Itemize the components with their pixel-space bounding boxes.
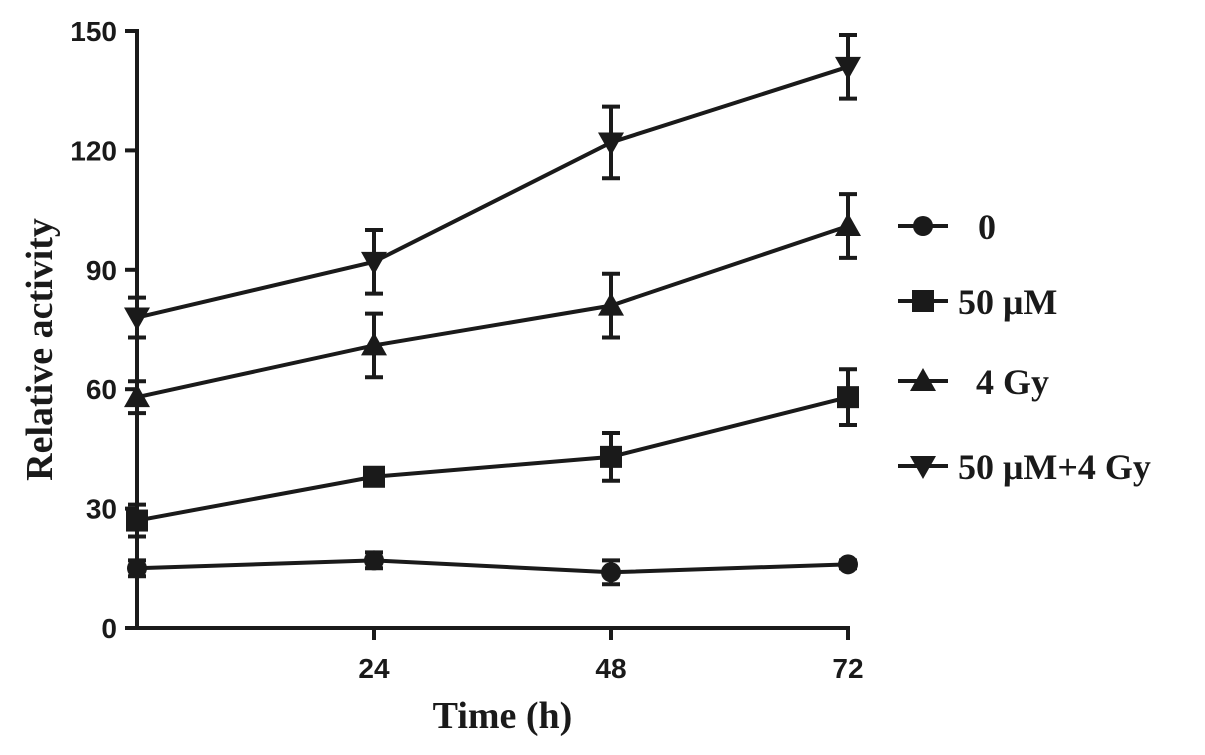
data-point: [364, 550, 384, 571]
x-tick-label: 72: [832, 653, 863, 684]
legend-marker: [910, 456, 936, 479]
x-tick-label: 24: [358, 653, 390, 684]
legend-marker: [910, 368, 936, 391]
y-tick-label: 60: [86, 374, 117, 405]
ticks: 0 30 60 90 120 150 24 48 72: [70, 16, 863, 684]
data-point: [361, 332, 387, 356]
data-point: [363, 465, 385, 488]
x-axis-title: Time (h): [433, 695, 573, 737]
series-line: [136, 224, 849, 400]
series-3: [124, 32, 861, 340]
data-point: [835, 56, 861, 80]
axes: [135, 29, 850, 630]
data-point: [598, 292, 624, 316]
legend-label: 4 Gy: [976, 362, 1049, 402]
data-point: [598, 132, 624, 156]
legend-marker: [913, 216, 933, 236]
series-0: [127, 550, 858, 587]
y-tick-label: 90: [86, 255, 117, 286]
series-line: [136, 395, 849, 523]
data-point: [127, 558, 147, 579]
legend: 0 50 μM 4 Gy 50 μM+4 Gy: [898, 207, 1151, 487]
data-point: [124, 307, 150, 331]
y-tick-label: 30: [86, 494, 117, 525]
series-1: [126, 367, 859, 539]
y-axis-title: Relative activity: [19, 218, 61, 481]
legend-entry-2: 4 Gy: [898, 362, 1049, 402]
y-tick-label: 120: [70, 135, 117, 166]
legend-label: 50 μM: [958, 282, 1057, 322]
legend-entry-1: 50 μM: [898, 282, 1057, 322]
legend-entry-3: 50 μM+4 Gy: [898, 447, 1151, 487]
series-line: [136, 64, 849, 320]
data-point: [601, 562, 621, 583]
series: [124, 32, 861, 587]
data-point: [126, 509, 148, 532]
legend-label: 0: [978, 207, 996, 247]
legend-label: 50 μM+4 Gy: [958, 447, 1151, 487]
series-2: [124, 192, 861, 416]
data-point: [124, 384, 150, 408]
series-line: [136, 558, 849, 575]
y-tick-label: 150: [70, 16, 117, 47]
x-tick-label: 48: [595, 653, 626, 684]
data-point: [600, 445, 622, 468]
y-tick-label: 0: [101, 613, 117, 644]
legend-entry-0: 0: [898, 207, 996, 247]
legend-marker: [912, 290, 934, 312]
data-point: [838, 554, 858, 575]
data-point: [361, 251, 387, 275]
data-point: [835, 213, 861, 237]
data-point: [837, 386, 859, 409]
